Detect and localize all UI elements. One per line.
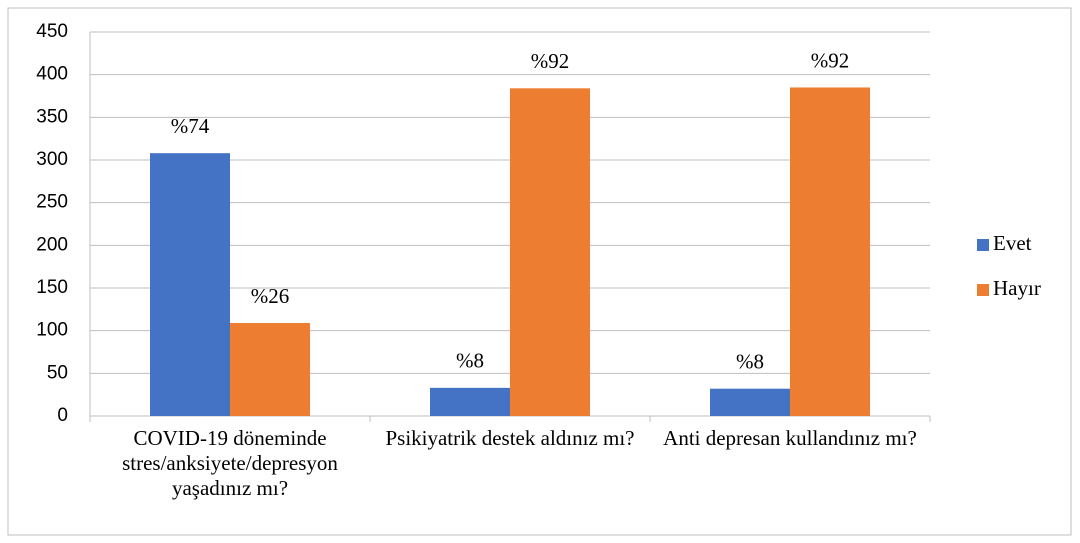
bar — [510, 88, 590, 416]
y-tick-label: 100 — [36, 320, 68, 341]
y-tick-label: 400 — [36, 64, 68, 85]
y-tick-label: 250 — [36, 192, 68, 213]
bar — [230, 322, 310, 416]
bar — [150, 153, 230, 416]
data-label: %8 — [736, 350, 764, 374]
data-label: %26 — [251, 284, 290, 308]
bar — [430, 387, 510, 416]
bar — [710, 388, 790, 416]
x-tick-label: COVID-19 döneminde stres/anksiyete/depre… — [122, 426, 338, 500]
data-label: %8 — [456, 349, 484, 373]
x-label-box: COVID-19 döneminde stres/anksiyete/depre… — [122, 426, 338, 500]
x-tick-label: Anti depresan kullandınız mı? — [663, 426, 917, 450]
legend-label: Hayır — [993, 276, 1041, 300]
y-tick-label: 350 — [36, 106, 68, 127]
data-label: %92 — [811, 48, 850, 72]
legend-swatch — [977, 284, 989, 296]
data-label: %74 — [171, 114, 210, 138]
data-label: %92 — [531, 49, 570, 73]
legend-swatch — [977, 239, 989, 251]
legend-label: Evet — [993, 231, 1032, 255]
x-tick-label: Psikiyatrik destek aldınız mı? — [385, 426, 635, 450]
y-tick-label: 300 — [36, 149, 68, 170]
y-tick-label: 50 — [47, 362, 68, 383]
y-tick-label: 450 — [36, 21, 68, 42]
y-tick-label: 0 — [57, 405, 68, 426]
bar — [790, 87, 870, 416]
y-tick-label: 150 — [36, 277, 68, 298]
x-label-box: Anti depresan kullandınız mı? — [663, 426, 917, 450]
y-tick-label: 200 — [36, 234, 68, 255]
x-label-box: Psikiyatrik destek aldınız mı? — [385, 426, 635, 450]
